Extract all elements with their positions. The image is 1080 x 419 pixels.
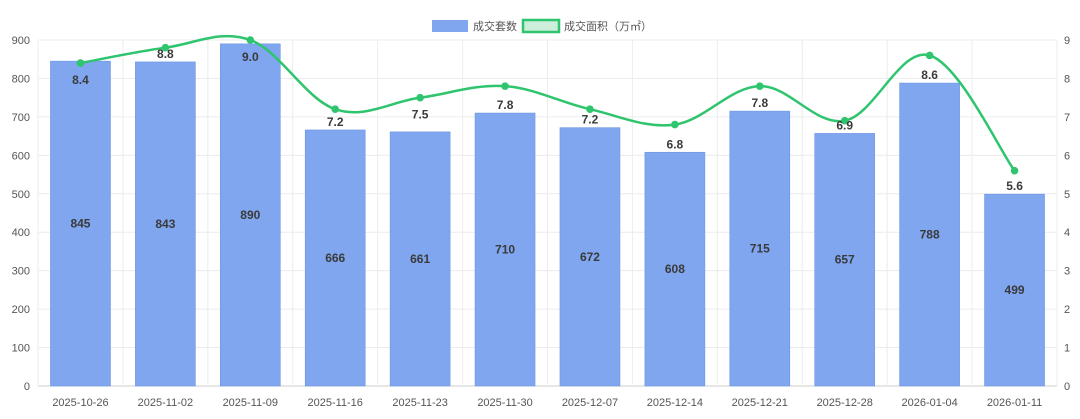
bar-value-label: 499	[1005, 283, 1025, 297]
line-point	[755, 82, 764, 90]
x-tick-label: 2026-01-11	[987, 397, 1042, 409]
x-tick-label: 2025-12-21	[732, 397, 788, 409]
x-tick-label: 2026-01-04	[901, 397, 957, 409]
line-value-label: 7.8	[751, 96, 768, 110]
legend: 成交套数 成交面积（万㎡）	[432, 18, 652, 34]
y-left-tick-label: 500	[12, 189, 30, 201]
line-value-label: 6.8	[667, 137, 684, 151]
bar	[644, 151, 706, 387]
bar	[50, 60, 111, 387]
line-point	[331, 105, 340, 113]
grid-lines	[37, 39, 1058, 387]
line-point	[76, 59, 85, 67]
y-right-tick-label: 3	[1064, 266, 1070, 278]
line-value-label: 7.2	[327, 115, 344, 129]
legend-swatch-bar[interactable]	[432, 20, 468, 32]
bar	[389, 131, 451, 387]
y-right-tick-label: 4	[1064, 227, 1070, 239]
y-right-tick-label: 9	[1064, 35, 1070, 47]
x-tick-label: 2025-11-23	[392, 397, 447, 409]
line-point	[246, 36, 255, 44]
y-left-tick-label: 200	[12, 304, 30, 316]
legend-label-bar[interactable]: 成交套数	[473, 19, 517, 33]
y-left-tick-label: 400	[12, 227, 30, 239]
y-left-tick-label: 800	[12, 73, 30, 85]
bar	[899, 82, 960, 387]
x-tick-label: 2025-12-28	[817, 397, 873, 409]
bar-value-label: 608	[665, 262, 685, 276]
line-value-label: 5.6	[1006, 179, 1023, 193]
bar-value-label: 715	[750, 242, 770, 256]
bar	[984, 193, 1045, 387]
line-point	[925, 51, 934, 60]
bar-value-label: 788	[920, 228, 940, 242]
y-left-tick-label: 700	[12, 112, 30, 124]
y-left-tick-label: 600	[12, 150, 30, 162]
line-value-label: 8.6	[921, 68, 938, 82]
line-point	[840, 116, 849, 125]
line-value-label: 7.2	[582, 113, 599, 127]
bar	[814, 133, 876, 387]
bar	[729, 110, 791, 387]
line-value-label: 7.5	[412, 108, 429, 122]
bar-value-label: 661	[410, 252, 430, 266]
x-tick-label: 2025-11-30	[477, 397, 532, 409]
y-right-tick-label: 0	[1064, 381, 1070, 393]
x-tick-label: 2025-12-14	[647, 397, 703, 409]
line-point	[501, 82, 509, 90]
legend-swatch-line[interactable]	[521, 18, 561, 34]
bar	[474, 112, 536, 387]
bar	[219, 43, 281, 387]
line-point	[161, 43, 170, 52]
line-point	[586, 105, 594, 113]
bar	[135, 61, 196, 387]
x-tick-label: 2025-11-16	[307, 397, 362, 409]
x-axis: 2025-10-26 2025-11-02 2025-11-09 2025-11-16…	[52, 397, 1042, 409]
bar-value-label: 672	[580, 250, 600, 264]
y-right-tick-label: 7	[1064, 112, 1070, 124]
y-left-tick-label: 0	[24, 381, 30, 393]
x-tick-label: 2025-11-09	[223, 397, 278, 409]
line-value-label: 8.4	[72, 73, 89, 87]
line-series	[76, 34, 1019, 175]
legend-label-line[interactable]: 成交面积（万㎡）	[564, 19, 652, 33]
y-left-tick-label: 100	[12, 343, 30, 355]
y-axis-left: 0 100 200 300 400 500 600 700 800 900	[12, 35, 30, 393]
bar	[559, 127, 621, 387]
x-tick-label: 2025-10-26	[52, 397, 108, 409]
bar-labels: 845 843 890 666 661 710 672 608 715 657 788 499	[70, 208, 1024, 297]
y-right-tick-label: 6	[1064, 150, 1070, 162]
y-right-tick-label: 1	[1064, 343, 1070, 355]
y-right-tick-label: 2	[1064, 304, 1070, 316]
bar-value-label: 845	[70, 217, 90, 231]
bar-value-label: 843	[155, 217, 175, 231]
y-left-tick-label: 300	[12, 266, 30, 278]
y-right-tick-label: 5	[1064, 189, 1070, 201]
x-tick-label: 2025-12-07	[562, 397, 618, 409]
bar-value-label: 657	[835, 253, 855, 267]
x-tick-label: 2025-11-02	[138, 397, 193, 409]
y-axis-right: 0 1 2 3 4 5 6 7 8 9	[1064, 35, 1070, 393]
line-value-label: 8.8	[157, 47, 174, 61]
bar-series	[50, 43, 1045, 387]
line-point	[671, 120, 679, 129]
line-labels: 8.4 8.8 9.0 7.2 7.5 7.8 7.2 6.8 7.8 6.9 8.6 5.6	[72, 47, 1023, 193]
y-left-tick-label: 900	[12, 35, 30, 47]
bar-value-label: 890	[240, 208, 260, 222]
line-value-label: 6.9	[836, 118, 853, 132]
bar-value-label: 666	[325, 251, 345, 265]
bar-value-label: 710	[495, 243, 515, 257]
line-point	[1010, 166, 1019, 175]
line-value-label: 9.0	[242, 50, 259, 64]
line-point	[416, 93, 424, 102]
line-value-label: 7.8	[497, 98, 514, 112]
y-right-tick-label: 8	[1064, 73, 1070, 85]
bar	[304, 129, 366, 387]
